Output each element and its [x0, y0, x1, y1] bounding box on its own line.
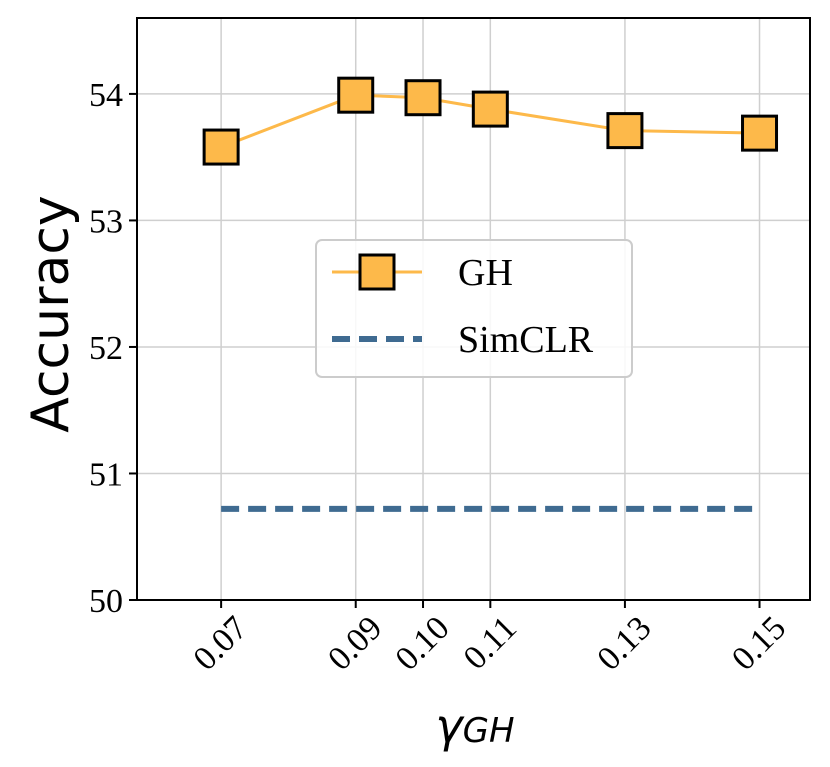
gh-point [741, 114, 779, 152]
y-tick-label: 53 [89, 203, 123, 240]
legend-gh-marker [358, 253, 396, 291]
x-tick-label: 0.15 [725, 609, 793, 677]
x-tick-label: 0.11 [457, 609, 524, 676]
x-axis-label-subscript: GH [463, 711, 515, 751]
gh-point [337, 76, 375, 114]
y-ticks: 50 51 52 53 54 [89, 77, 137, 620]
x-axis-label-symbol: γ [435, 699, 465, 753]
x-tick-label: 0.07 [187, 609, 255, 677]
x-axis-label: γGH [435, 699, 514, 753]
y-tick-label: 54 [89, 77, 123, 114]
x-ticks: 0.07 0.09 0.10 0.11 0.13 0.15 [187, 600, 793, 678]
y-tick-label: 51 [89, 456, 123, 493]
gh-point [471, 90, 509, 128]
legend: GH SimCLR [315, 239, 633, 378]
x-tick-label: 0.09 [321, 609, 389, 677]
axes-frame [136, 17, 811, 601]
series-gh [202, 76, 779, 166]
x-tick-label: 0.10 [388, 609, 456, 677]
gh-line [220, 93, 760, 149]
x-tick-label: 0.13 [590, 609, 658, 677]
gh-point [606, 112, 644, 150]
y-tick-label: 50 [89, 583, 123, 620]
y-tick-label: 52 [89, 330, 123, 367]
gh-point [404, 79, 442, 117]
y-axis-label: Accuracy [21, 195, 81, 432]
legend-gh-label: GH [458, 252, 513, 294]
gh-point [202, 128, 240, 166]
legend-simclr-label: SimCLR [458, 319, 594, 361]
